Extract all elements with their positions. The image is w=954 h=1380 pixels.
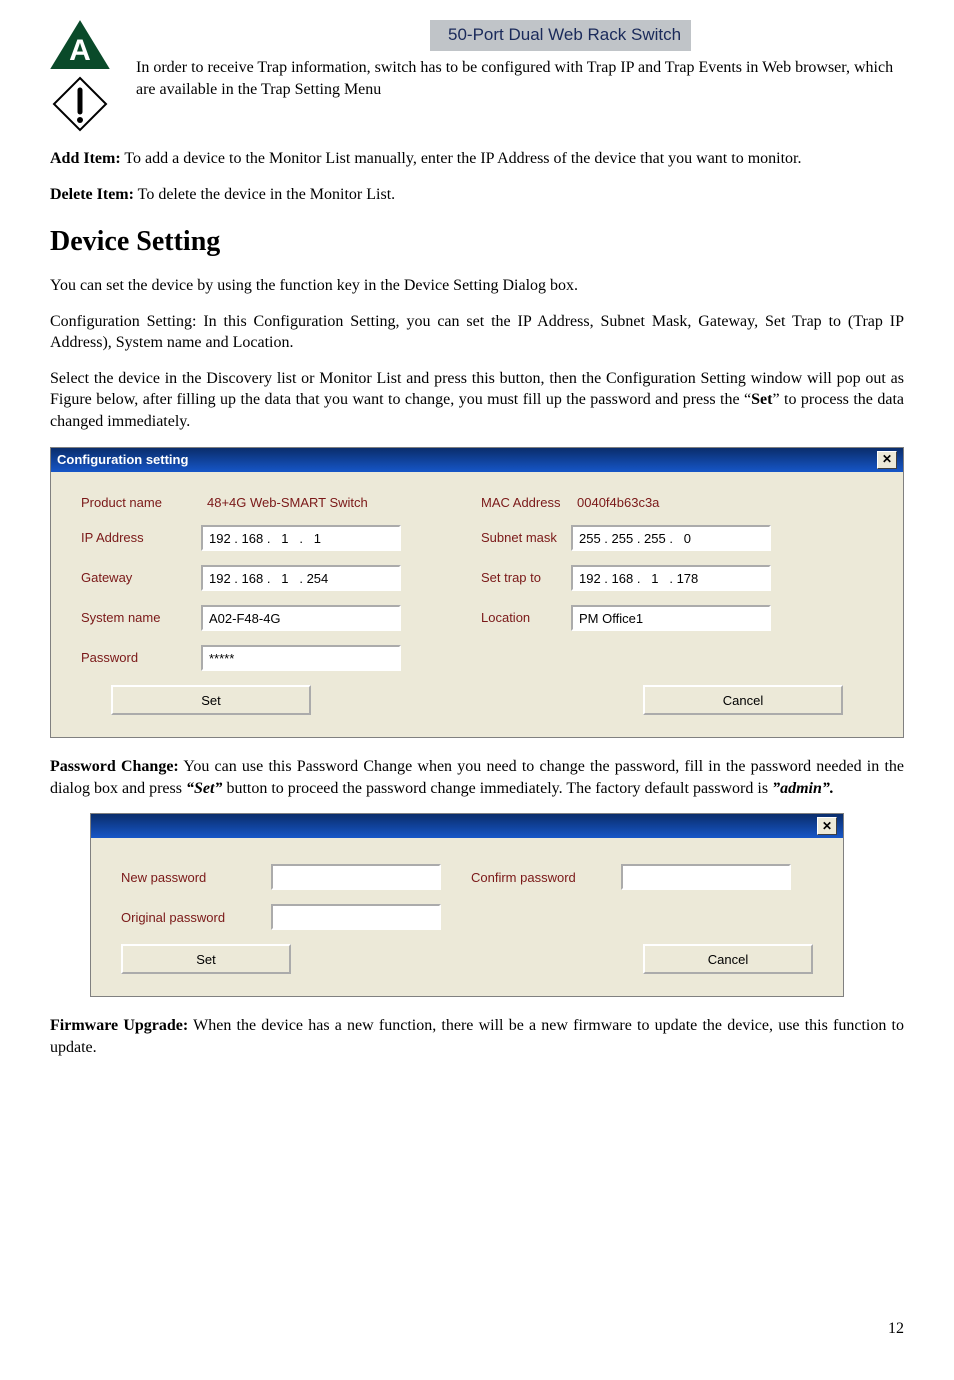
gateway-label: Gateway	[81, 569, 201, 587]
trap-note: In order to receive Trap information, sw…	[136, 57, 904, 100]
password-label: Password	[81, 649, 201, 667]
config-cancel-button[interactable]: Cancel	[643, 685, 843, 715]
intro3-set: Set	[751, 391, 772, 408]
mac-address-label: MAC Address	[441, 494, 571, 512]
device-setting-heading: Device Setting	[50, 223, 904, 261]
mac-address-value: 0040f4b63c3a	[571, 491, 665, 514]
config-dialog-title: Configuration setting	[57, 451, 188, 469]
password-change-label: Password Change:	[50, 758, 179, 775]
system-name-input[interactable]	[201, 605, 401, 631]
brand-logo-icon: A	[50, 20, 110, 70]
page-number: 12	[50, 1318, 904, 1340]
intro-paragraph-1: You can set the device by using the func…	[50, 275, 904, 297]
logo-stack: A	[50, 20, 110, 134]
add-item-paragraph: Add Item: To add a device to the Monitor…	[50, 148, 904, 170]
config-set-button[interactable]: Set	[111, 685, 311, 715]
page-header: A 50-Port Dual Web Rack Switch In order …	[50, 20, 904, 134]
pw-dialog-titlebar: ✕	[91, 814, 843, 838]
ip-address-label: IP Address	[81, 529, 201, 547]
add-item-text: To add a device to the Monitor List manu…	[121, 150, 802, 167]
new-password-input[interactable]	[271, 864, 441, 890]
configuration-setting-dialog: Configuration setting ✕ Product name 48+…	[50, 447, 904, 739]
password-change-b: button to proceed the password change im…	[222, 780, 772, 797]
password-change-set: “Set”	[186, 780, 222, 797]
pw-cancel-button[interactable]: Cancel	[643, 944, 813, 974]
product-name-value: 48+4G Web-SMART Switch	[201, 491, 374, 514]
product-name-label: Product name	[81, 494, 201, 512]
add-item-label: Add Item:	[50, 150, 121, 167]
system-name-label: System name	[81, 609, 201, 627]
subnet-mask-label: Subnet mask	[441, 529, 571, 547]
ip-address-input[interactable]	[201, 525, 401, 551]
delete-item-text: To delete the device in the Monitor List…	[134, 186, 395, 203]
password-input[interactable]	[201, 645, 401, 671]
set-trap-to-input[interactable]	[571, 565, 771, 591]
intro-paragraph-3: Select the device in the Discovery list …	[50, 368, 904, 433]
password-change-paragraph: Password Change: You can use this Passwo…	[50, 756, 904, 799]
original-password-input[interactable]	[271, 904, 441, 930]
original-password-label: Original password	[121, 909, 271, 927]
delete-item-label: Delete Item:	[50, 186, 134, 203]
product-banner: 50-Port Dual Web Rack Switch	[430, 20, 691, 51]
svg-text:A: A	[69, 34, 91, 67]
firmware-upgrade-label: Firmware Upgrade:	[50, 1017, 188, 1034]
close-icon[interactable]: ✕	[877, 451, 897, 469]
delete-item-paragraph: Delete Item: To delete the device in the…	[50, 184, 904, 206]
location-input[interactable]	[571, 605, 771, 631]
new-password-label: New password	[121, 869, 271, 887]
password-change-admin: ”admin”.	[772, 780, 834, 797]
config-dialog-titlebar: Configuration setting ✕	[51, 448, 903, 472]
firmware-upgrade-paragraph: Firmware Upgrade: When the device has a …	[50, 1015, 904, 1058]
location-label: Location	[441, 609, 571, 627]
pw-set-button[interactable]: Set	[121, 944, 291, 974]
set-trap-to-label: Set trap to	[441, 569, 571, 587]
gateway-input[interactable]	[201, 565, 401, 591]
subnet-mask-input[interactable]	[571, 525, 771, 551]
confirm-password-input[interactable]	[621, 864, 791, 890]
password-change-dialog: ✕ New password Confirm password Original…	[90, 813, 844, 997]
caution-icon	[50, 74, 110, 134]
close-icon[interactable]: ✕	[817, 817, 837, 835]
intro-paragraph-2: Configuration Setting: In this Configura…	[50, 311, 904, 354]
confirm-password-label: Confirm password	[471, 869, 621, 887]
